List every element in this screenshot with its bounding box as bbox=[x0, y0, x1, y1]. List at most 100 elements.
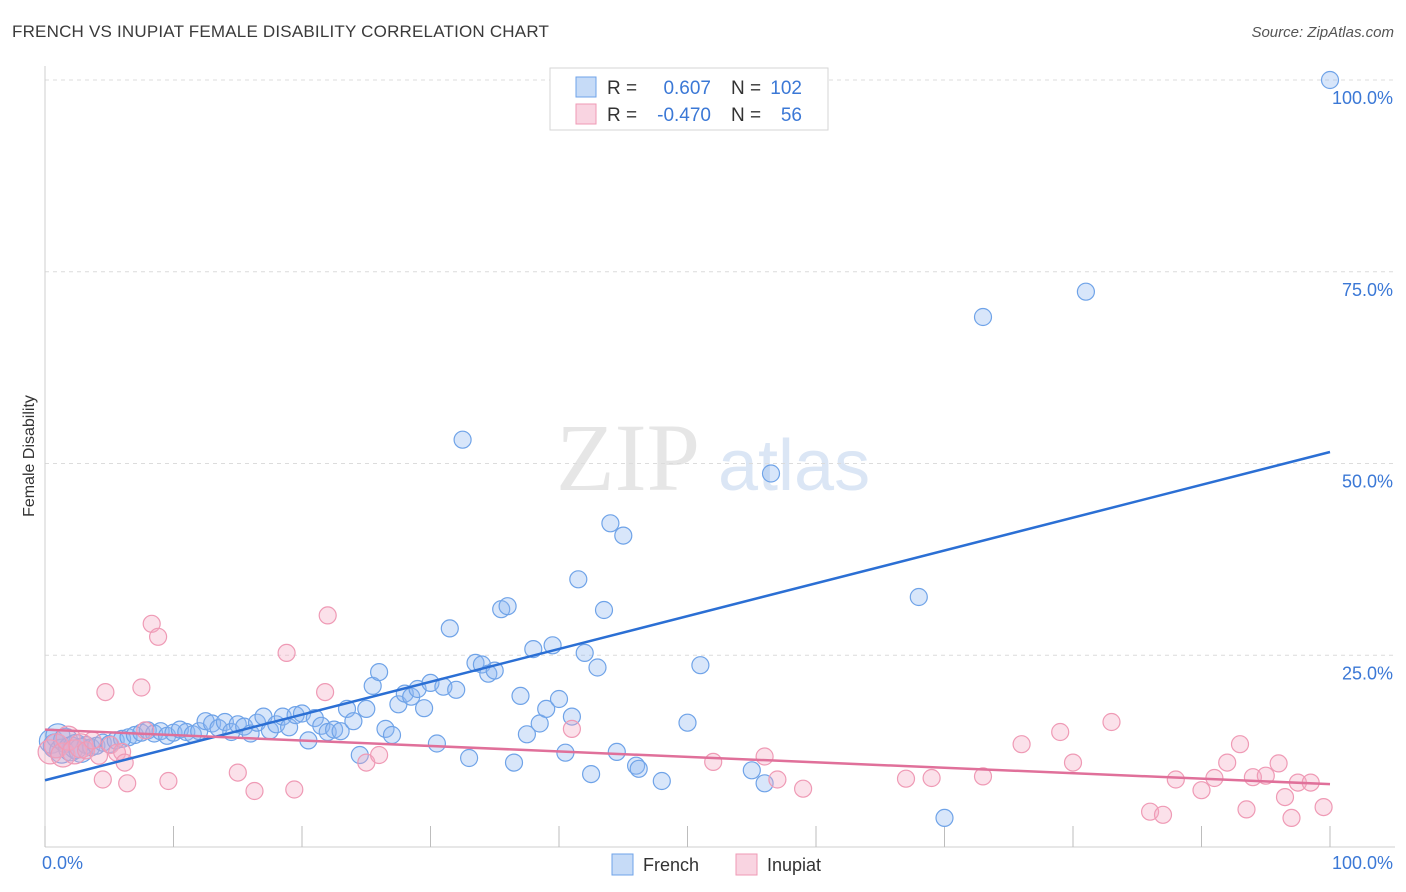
y-tick-label-2: 50.0% bbox=[1342, 472, 1393, 492]
french-point-90 bbox=[601, 514, 620, 533]
french-point-63 bbox=[427, 734, 446, 753]
inupiat-point-17 bbox=[136, 721, 155, 740]
inupiat-point-23 bbox=[277, 643, 296, 663]
inupiat-point-53 bbox=[1282, 808, 1301, 828]
inupiat-point-16 bbox=[132, 678, 151, 697]
french-point-76 bbox=[511, 686, 530, 706]
inupiat-point-40 bbox=[1102, 712, 1121, 732]
gridlines bbox=[45, 79, 1395, 656]
bottom-legend-swatch-inupiat bbox=[735, 853, 758, 876]
watermark: ZIP atlas bbox=[556, 404, 870, 511]
tick-labels: 100.0% 75.0% 50.0% 25.0% 0.0% 100.0% bbox=[42, 88, 1393, 873]
inupiat-point-56 bbox=[1314, 797, 1333, 817]
french-point-102 bbox=[935, 808, 954, 828]
x-tick-label-1: 100.0% bbox=[1332, 853, 1393, 873]
y-axis-label: Female Disability bbox=[21, 395, 38, 517]
inupiat-point-21 bbox=[228, 763, 247, 782]
french-point-48 bbox=[331, 722, 350, 741]
french-point-65 bbox=[440, 619, 459, 638]
french-point-87 bbox=[581, 764, 601, 784]
inupiat-point-8 bbox=[89, 746, 109, 765]
legend-n-value-french: 102 bbox=[770, 78, 802, 99]
chart-title: FRENCH VS INUPIAT FEMALE DISABILITY CORR… bbox=[12, 22, 550, 41]
french-point-103 bbox=[973, 307, 993, 327]
french-point-77 bbox=[517, 725, 537, 744]
inupiat-point-43 bbox=[1166, 770, 1185, 789]
french-point-86 bbox=[575, 643, 594, 663]
french-point-98 bbox=[742, 761, 761, 780]
inupiat-point-42 bbox=[1153, 805, 1173, 824]
french-point-80 bbox=[537, 699, 556, 719]
inupiat-point-9 bbox=[93, 770, 112, 789]
french-point-89 bbox=[594, 600, 614, 620]
legend-swatch-french bbox=[575, 76, 597, 98]
inupiat-point-30 bbox=[704, 752, 723, 772]
watermark-zip: ZIP bbox=[556, 404, 700, 511]
inupiat-point-32 bbox=[768, 770, 787, 789]
inupiat-point-10 bbox=[96, 682, 115, 702]
french-trendline bbox=[44, 450, 1331, 782]
french-point-61 bbox=[415, 699, 434, 718]
french-point-50 bbox=[344, 712, 363, 731]
watermark-atlas: atlas bbox=[718, 426, 870, 506]
inupiat-trendline bbox=[44, 728, 1331, 786]
french-point-94 bbox=[629, 759, 648, 778]
inupiat-point-34 bbox=[896, 769, 916, 788]
inupiat-point-24 bbox=[285, 780, 304, 799]
inupiat-points bbox=[37, 606, 1333, 828]
french-point-52 bbox=[357, 699, 376, 719]
french-point-100 bbox=[761, 464, 781, 483]
french-point-82 bbox=[549, 689, 569, 709]
french-point-84 bbox=[562, 707, 582, 726]
legend-r-value-french: 0.607 bbox=[663, 78, 711, 99]
chart-source: Source: ZipAtlas.com bbox=[1251, 24, 1394, 41]
inupiat-point-28 bbox=[370, 745, 389, 765]
axes bbox=[44, 66, 1395, 848]
inupiat-point-44 bbox=[1192, 781, 1211, 800]
inupiat-point-15 bbox=[118, 774, 137, 793]
inupiat-point-33 bbox=[793, 779, 813, 798]
french-point-105 bbox=[1320, 70, 1340, 90]
french-point-74 bbox=[498, 597, 517, 616]
french-point-104 bbox=[1076, 282, 1096, 301]
legend-swatch-inupiat bbox=[575, 103, 597, 125]
legend-r-label-french: R = bbox=[607, 78, 637, 99]
y-tick-label-1: 75.0% bbox=[1342, 280, 1393, 300]
x-tick-label-0: 0.0% bbox=[42, 853, 83, 873]
y-tick-label-0: 100.0% bbox=[1332, 88, 1393, 108]
french-point-91 bbox=[607, 742, 626, 762]
french-point-56 bbox=[382, 725, 402, 745]
inupiat-point-26 bbox=[318, 606, 337, 625]
inupiat-point-39 bbox=[1063, 753, 1083, 772]
trendlines bbox=[44, 450, 1331, 786]
french-point-97 bbox=[691, 656, 710, 675]
french-point-92 bbox=[614, 526, 633, 545]
bottom-legend: French Inupiat bbox=[611, 853, 821, 876]
inupiat-point-35 bbox=[922, 768, 941, 788]
inupiat-point-52 bbox=[1275, 787, 1295, 807]
legend-n-value-inupiat: 56 bbox=[781, 105, 802, 126]
legend: R = 0.607 N = 102 R = -0.470 N = 56 bbox=[549, 67, 829, 131]
french-point-68 bbox=[460, 748, 479, 768]
inupiat-point-37 bbox=[1012, 735, 1031, 754]
legend-n-label-inupiat: N = bbox=[731, 105, 761, 126]
bottom-legend-inupiat: Inupiat bbox=[767, 855, 821, 875]
inupiat-point-36 bbox=[973, 767, 993, 786]
french-point-47 bbox=[325, 720, 344, 739]
inupiat-point-7 bbox=[83, 731, 102, 750]
inupiat-point-47 bbox=[1230, 735, 1250, 754]
legend-r-label-inupiat: R = bbox=[607, 105, 637, 126]
legend-n-label-french: N = bbox=[731, 78, 761, 99]
inupiat-point-46 bbox=[1218, 753, 1237, 772]
inupiat-point-25 bbox=[316, 682, 335, 702]
inupiat-point-51 bbox=[1269, 754, 1288, 773]
french-point-93 bbox=[626, 756, 646, 775]
inupiat-point-50 bbox=[1256, 766, 1275, 785]
inupiat-point-20 bbox=[159, 771, 178, 791]
french-point-96 bbox=[678, 713, 697, 732]
french-point-66 bbox=[447, 680, 466, 699]
inupiat-point-31 bbox=[755, 747, 774, 766]
french-point-54 bbox=[370, 662, 389, 682]
inupiat-point-29 bbox=[562, 719, 582, 739]
